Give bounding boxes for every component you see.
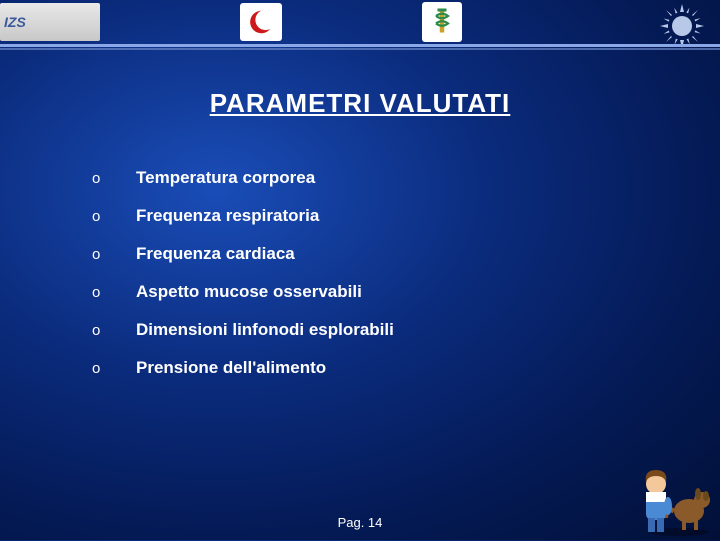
list-item: o Prensione dell'alimento <box>92 358 394 378</box>
list-item: o Aspetto mucose osservabili <box>92 282 394 302</box>
logo-strip <box>0 0 542 44</box>
bullet-marker: o <box>92 246 136 263</box>
bullet-text: Aspetto mucose osservabili <box>136 282 362 302</box>
vet-with-dog-icon <box>624 456 714 536</box>
header-bar <box>0 0 720 54</box>
list-item: o Frequenza cardiaca <box>92 244 394 264</box>
bullet-text: Prensione dell'alimento <box>136 358 326 378</box>
slide-title: PARAMETRI VALUTATI <box>0 88 720 119</box>
vet-caduceus-logo <box>422 2 462 42</box>
bullet-list: o Temperatura corporea o Frequenza respi… <box>92 168 394 396</box>
izs-logo <box>0 3 100 41</box>
bullet-marker: o <box>92 360 136 377</box>
header-divider <box>0 44 720 52</box>
bullet-marker: o <box>92 170 136 187</box>
bullet-text: Temperatura corporea <box>136 168 315 188</box>
bullet-marker: o <box>92 322 136 339</box>
list-item: o Temperatura corporea <box>92 168 394 188</box>
list-item: o Frequenza respiratoria <box>92 206 394 226</box>
bullet-marker: o <box>92 284 136 301</box>
bullet-text: Frequenza respiratoria <box>136 206 319 226</box>
list-item: o Dimensioni linfonodi esplorabili <box>92 320 394 340</box>
bullet-marker: o <box>92 208 136 225</box>
page-number: Pag. 14 <box>0 515 720 530</box>
bullet-text: Frequenza cardiaca <box>136 244 295 264</box>
red-crescent-logo <box>240 3 282 41</box>
decorative-seal-icon <box>658 2 706 50</box>
bullet-text: Dimensioni linfonodi esplorabili <box>136 320 394 340</box>
